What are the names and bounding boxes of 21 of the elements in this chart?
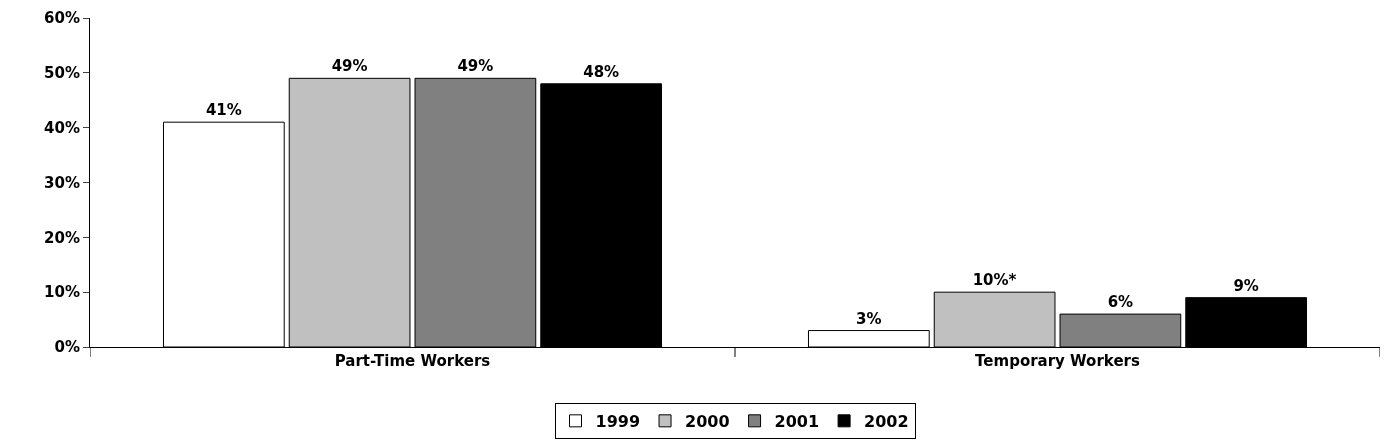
y-tick-label: 30% — [44, 173, 80, 192]
data-label: 49% — [457, 57, 494, 76]
y-tick-label: 10% — [44, 283, 80, 302]
x-tick-label: Temporary Workers — [975, 352, 1140, 370]
data-label: 6% — [1107, 293, 1134, 312]
legend-label: 2001 — [774, 412, 820, 432]
y-tick-label: 0% — [54, 338, 80, 357]
data-label: 3% — [856, 309, 882, 328]
data-label: 9% — [1233, 276, 1259, 295]
data-label: 41% — [205, 101, 242, 120]
legend-label: 2000 — [685, 412, 730, 432]
data-label: 49% — [331, 57, 368, 76]
data-label: 10%* — [972, 271, 1017, 290]
legend-label: 1999 — [595, 412, 641, 432]
y-tick-label: 20% — [44, 228, 80, 247]
legend-label: 2002 — [864, 412, 909, 432]
y-tick-label: 50% — [44, 64, 80, 83]
x-tick-label: Part-Time Workers — [334, 352, 491, 370]
y-tick-label: 40% — [44, 118, 80, 137]
y-tick-label: 60% — [44, 9, 80, 28]
data-label: 48% — [583, 62, 620, 81]
